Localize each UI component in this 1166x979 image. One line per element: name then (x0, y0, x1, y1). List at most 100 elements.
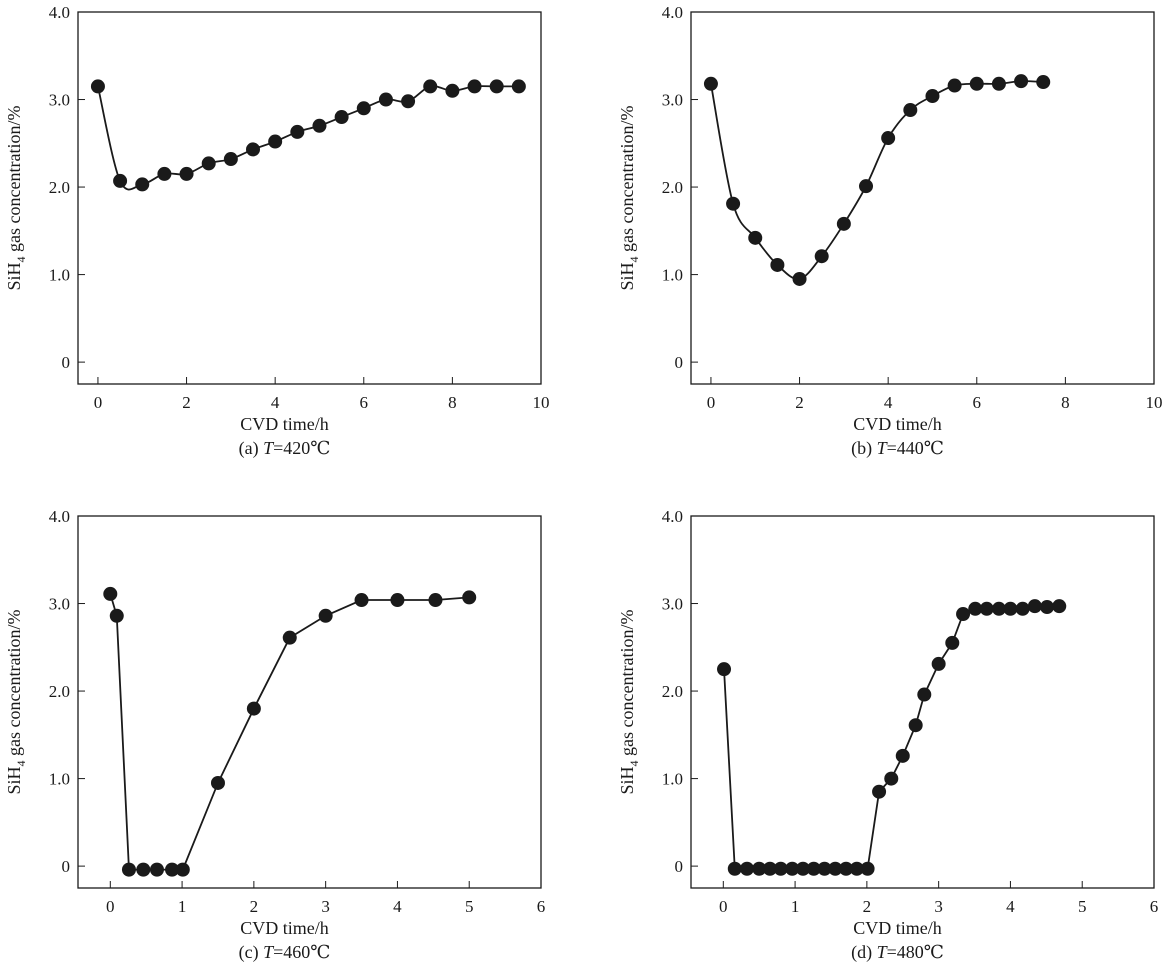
caption-value: =480℃ (887, 942, 944, 962)
data-point (945, 635, 960, 650)
x-tick-label: 8 (448, 393, 457, 412)
y-tick-label: 3.0 (662, 595, 683, 614)
data-point (806, 861, 821, 876)
data-point (489, 79, 504, 94)
data-point (334, 110, 349, 125)
data-point (113, 173, 128, 188)
data-point (917, 687, 932, 702)
data-point (462, 590, 477, 605)
data-point (792, 271, 807, 286)
data-point (828, 861, 843, 876)
data-point (268, 134, 283, 149)
data-point (752, 861, 767, 876)
y-label-subscript: 4 (14, 256, 28, 262)
y-tick-label: 1.0 (49, 770, 70, 789)
caption-variable: T (877, 438, 889, 458)
data-point (925, 89, 940, 104)
data-point (770, 257, 785, 272)
data-point (991, 601, 1006, 616)
data-point (969, 76, 984, 91)
data-point (223, 152, 238, 167)
x-tick-label: 8 (1061, 393, 1070, 412)
data-point (175, 862, 190, 877)
x-tick-label: 1 (178, 897, 187, 916)
data-point (726, 196, 741, 211)
y-tick-label: 1.0 (662, 770, 683, 789)
plot-frame (690, 515, 1155, 889)
panel-caption: (a) T=420℃ (239, 438, 331, 459)
data-point (1036, 75, 1051, 90)
y-tick-label: 2.0 (49, 178, 70, 197)
x-tick-label: 2 (863, 897, 872, 916)
series-line (723, 605, 1060, 870)
x-tick-label: 4 (393, 897, 402, 916)
y-label-rest: gas concentration/% (617, 106, 637, 257)
series-line (710, 80, 1044, 280)
x-tick-label: 2 (795, 393, 804, 412)
caption-variable: T (877, 942, 889, 962)
data-point (859, 179, 874, 194)
x-tick-label: 5 (1078, 897, 1087, 916)
data-point (445, 83, 460, 98)
data-point (1040, 600, 1055, 615)
y-label-subscript: 4 (627, 760, 641, 766)
y-tick-label: 3.0 (662, 91, 683, 110)
data-point (860, 861, 875, 876)
data-point (246, 701, 261, 716)
data-point (109, 608, 124, 623)
x-tick-label: 0 (719, 897, 728, 916)
data-point (717, 662, 732, 677)
data-point (991, 76, 1006, 91)
data-point (1015, 601, 1030, 616)
data-point (849, 861, 864, 876)
panel-caption: (b) T=440℃ (851, 438, 944, 459)
y-tick-label: 1.0 (49, 266, 70, 285)
data-point (318, 608, 333, 623)
data-point (1003, 601, 1018, 616)
y-tick-label: 4.0 (49, 507, 70, 526)
x-axis-label: CVD time/h (240, 414, 329, 434)
data-point (290, 124, 305, 139)
y-label-rest: gas concentration/% (4, 610, 24, 761)
y-label-rest: gas concentration/% (617, 610, 637, 761)
x-tick-label: 6 (973, 393, 982, 412)
caption-prefix: (c) (239, 942, 263, 963)
data-point (1027, 599, 1042, 614)
y-tick-label: 2.0 (662, 178, 683, 197)
data-point (956, 607, 971, 622)
caption-variable: T (263, 942, 275, 962)
data-point (354, 593, 369, 608)
y-tick-label: 4.0 (662, 3, 683, 22)
x-axis-label: CVD time/h (240, 918, 329, 938)
data-point (903, 103, 918, 118)
data-point (979, 601, 994, 616)
data-point (931, 656, 946, 671)
y-label-rest: gas concentration/% (4, 106, 24, 257)
x-tick-label: 3 (321, 897, 330, 916)
data-point (947, 78, 962, 93)
data-point (157, 166, 172, 181)
plot-frame (77, 515, 542, 889)
x-axis-label: CVD time/h (853, 414, 942, 434)
data-point (210, 775, 225, 790)
y-label-subscript: 4 (627, 256, 641, 262)
caption-value: =440℃ (887, 438, 944, 458)
x-tick-label: 4 (1006, 897, 1015, 916)
data-point (201, 156, 216, 171)
x-tick-label: 2 (250, 897, 259, 916)
data-point (467, 79, 482, 94)
data-point (401, 94, 416, 109)
data-point (762, 861, 777, 876)
y-label-main: SiH (4, 262, 24, 290)
y-tick-label: 2.0 (662, 682, 683, 701)
y-axis-label: SiH4 gas concentration/% (617, 106, 641, 291)
data-point (149, 862, 164, 877)
data-point (872, 784, 887, 799)
data-point (817, 861, 832, 876)
y-tick-label: 4.0 (662, 507, 683, 526)
x-tick-label: 1 (791, 897, 800, 916)
plot-frame (690, 11, 1155, 385)
